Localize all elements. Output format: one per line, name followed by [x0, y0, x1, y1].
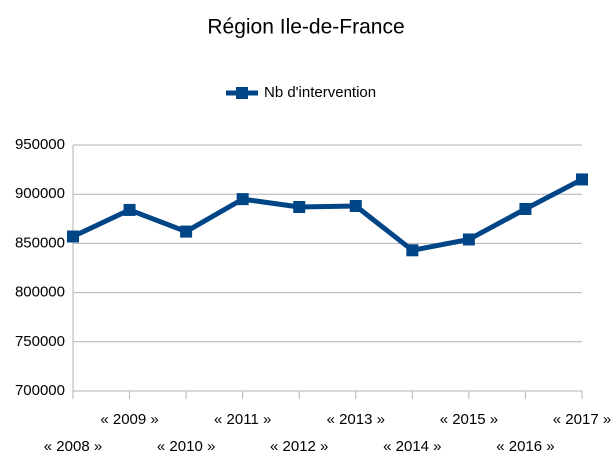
- y-tick-label: 800000: [15, 284, 65, 301]
- y-tick-label: 900000: [15, 185, 65, 202]
- y-tick-label: 850000: [15, 234, 65, 251]
- point: [406, 244, 419, 257]
- x-tick-label: « 2016 »: [496, 438, 554, 455]
- chart-title: Région Ile-de-France: [207, 16, 404, 39]
- y-tick-label: 750000: [15, 333, 65, 350]
- point: [123, 203, 136, 216]
- y-tick-label: 950000: [15, 136, 65, 153]
- point: [576, 173, 588, 186]
- y-tick-label: 700000: [15, 382, 65, 399]
- point: [293, 200, 306, 213]
- x-tick-label: « 2011 »: [214, 411, 271, 428]
- point: [519, 202, 532, 215]
- point: [462, 233, 475, 246]
- point: [349, 200, 362, 213]
- x-tick-label: « 2012 »: [270, 438, 328, 455]
- point: [180, 225, 193, 238]
- x-tick-label: « 2013 »: [327, 411, 385, 428]
- legend-label: Nb d'intervention: [264, 84, 376, 101]
- point: [236, 193, 249, 206]
- series-line: [71, 177, 584, 253]
- x-tick-label: « 2014 »: [383, 438, 441, 455]
- legend-marker: [236, 87, 248, 99]
- x-tick-label: « 2017 »: [553, 411, 611, 428]
- x-tick-label: « 2008 »: [44, 438, 102, 455]
- point: [67, 230, 79, 243]
- x-tick-label: « 2010 »: [157, 438, 215, 455]
- x-tick-label: « 2009 »: [100, 411, 158, 428]
- x-tick-label: « 2015 »: [440, 411, 498, 428]
